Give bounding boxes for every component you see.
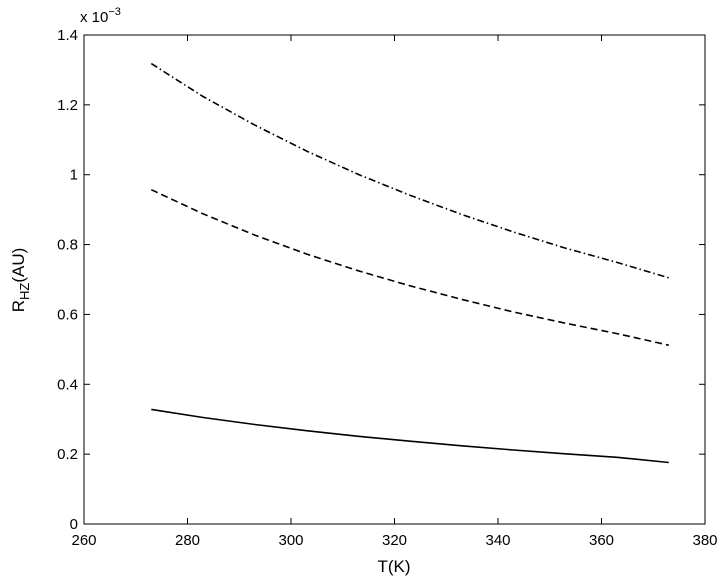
- x-tick-label: 300: [278, 532, 303, 549]
- y-axis: 0 0.2 0.4 0.6 0.8 1 1.2 1.4: [57, 27, 705, 533]
- y-axis-label: RHZ(AU): [9, 248, 32, 313]
- x-axis-label: T(K): [377, 557, 410, 576]
- series-line-dashed: [150, 188, 669, 346]
- x-tick-label: 320: [382, 532, 407, 549]
- y-tick-label: 1.4: [57, 27, 78, 44]
- y-multiplier: x 10−3: [80, 6, 121, 26]
- series-layer: [150, 62, 670, 464]
- x-tick-label: 340: [485, 532, 510, 549]
- y-tick-label: 0.2: [57, 446, 78, 463]
- x-tick-label: 280: [175, 532, 200, 549]
- y-tick-label: 0.4: [57, 376, 78, 393]
- x-tick-label: 260: [71, 532, 96, 549]
- y-tick-label: 1: [70, 167, 78, 184]
- y-tick-label: 1.2: [57, 97, 78, 114]
- y-tick-label: 0.8: [57, 237, 78, 254]
- y-tick-label: 0.6: [57, 306, 78, 323]
- series-line-dashdot: [150, 62, 670, 279]
- x-tick-label: 360: [589, 532, 614, 549]
- plot-area: [83, 34, 706, 525]
- x-axis: 260 280 300 320 340 360 380: [71, 35, 718, 549]
- y-tick-label: 0: [70, 516, 78, 533]
- x-tick-label: 380: [692, 532, 717, 549]
- series-line-solid: [151, 408, 669, 464]
